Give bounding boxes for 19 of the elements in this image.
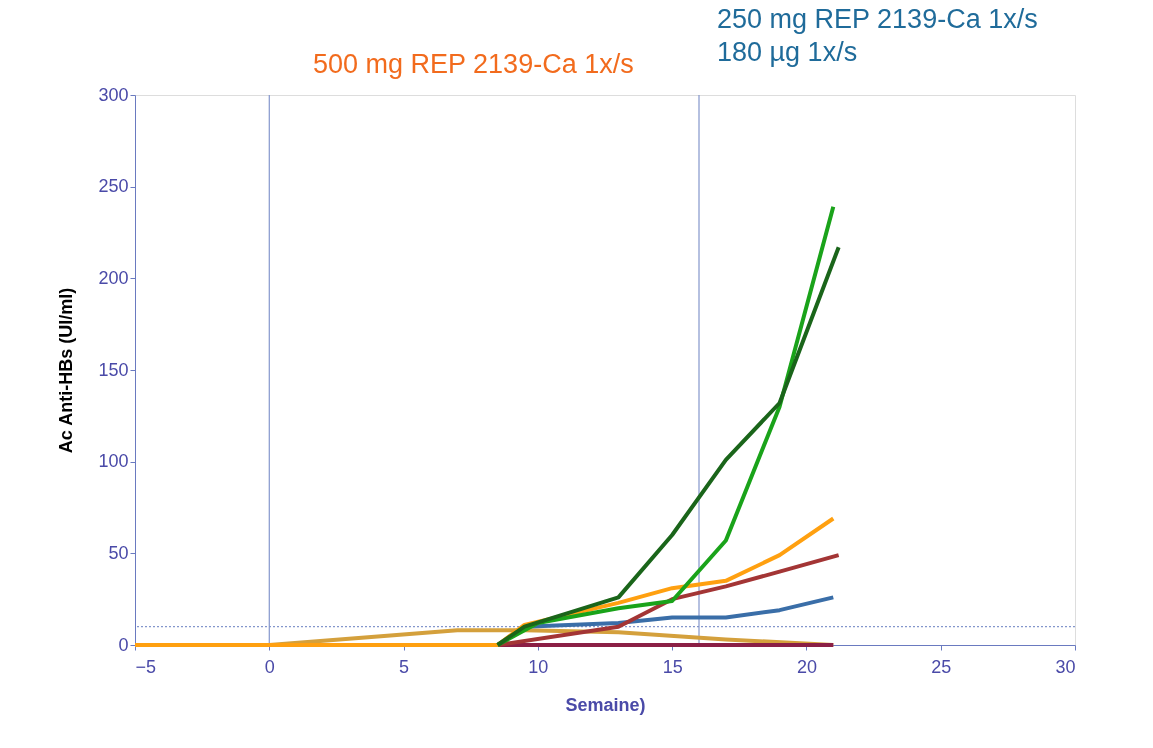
y-axis-title: Ac Anti-HBs (UI/ml) [56, 287, 77, 454]
x-tick-label: 30 [1055, 656, 1076, 677]
y-tick-label: 250 [98, 176, 129, 197]
x-tick-label: 5 [399, 656, 410, 677]
y-tick-label: 150 [98, 359, 129, 380]
text: 250 mg REP 2139-Ca 1x/s 180 µg 1x/s [717, 4, 1038, 67]
y-tick-label: 50 [108, 542, 129, 563]
y-tick-label: 300 [98, 84, 129, 105]
y-tick-label: 100 [98, 451, 129, 472]
x-tick-label: 15 [662, 656, 683, 677]
x-tick-label: 10 [528, 656, 549, 677]
y-tick-label: 0 [118, 634, 129, 655]
text: 500 mg REP 2139-Ca 1x/s [313, 49, 634, 79]
x-tick-label: 20 [796, 656, 817, 677]
x-axis-title: Semaine) [565, 694, 646, 715]
y-tick-label: 200 [98, 267, 129, 288]
x-tick-label: −5 [135, 656, 157, 677]
x-tick-label: 0 [264, 656, 275, 677]
x-tick-label: 25 [931, 656, 952, 677]
